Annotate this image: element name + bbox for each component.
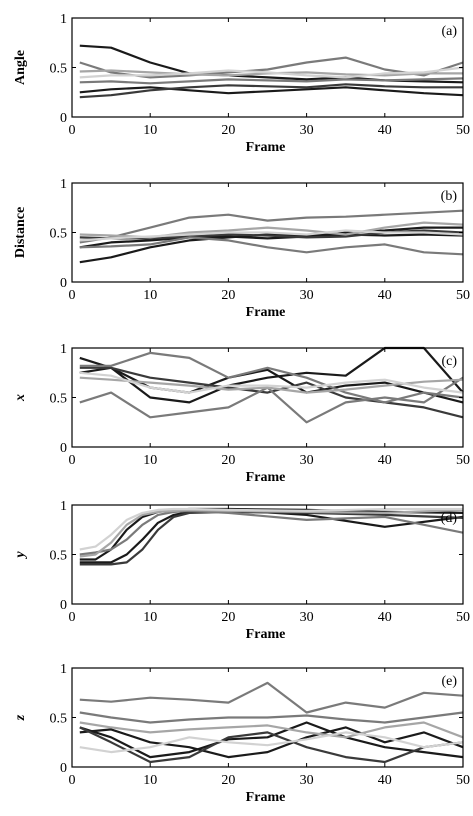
x-tick-label: 20 — [221, 610, 235, 625]
x-tick-label: 0 — [69, 288, 76, 303]
x-tick-label: 10 — [143, 453, 157, 468]
plot-frame — [71, 17, 464, 118]
panel-e: 0 10 20 30 40 50 0 0.5 1 Frame z (e) — [13, 662, 470, 805]
series-line-3 — [79, 721, 464, 759]
series-line-2 — [79, 711, 464, 724]
panel-label: (e) — [441, 674, 457, 689]
series-line-7 — [79, 77, 464, 85]
series-line-6 — [79, 721, 464, 739]
panel-label: (d) — [441, 511, 458, 526]
y-tick-label: 1 — [60, 12, 67, 27]
series-line-7 — [79, 731, 464, 754]
y-tick-label: 0 — [60, 761, 67, 776]
x-tick-label: 50 — [456, 773, 470, 788]
series-line-2 — [79, 233, 464, 249]
series-group — [79, 209, 464, 264]
x-tick-label: 20 — [221, 773, 235, 788]
series-group — [79, 681, 464, 764]
series-line-3 — [79, 510, 464, 566]
x-tick-label: 20 — [221, 288, 235, 303]
x-axis-label: Frame — [246, 305, 286, 320]
y-tick-label: 1 — [60, 177, 67, 192]
y-tick-label: 0 — [60, 111, 67, 126]
panel-label: (c) — [441, 354, 457, 369]
x-tick-label: 10 — [143, 123, 157, 138]
x-tick-label: 30 — [300, 453, 314, 468]
series-line-5 — [79, 726, 464, 764]
series-line-2 — [79, 508, 464, 564]
y-tick-label: 0.5 — [50, 549, 68, 564]
series-line-4 — [79, 209, 464, 244]
x-axis-label: Frame — [246, 470, 286, 485]
panel-d: 0 10 20 30 40 50 0 0.5 1 Frame y (d) — [13, 499, 470, 642]
y-tick-label: 0.5 — [50, 62, 68, 77]
series-line-6 — [79, 66, 464, 79]
panel-a: 0 10 20 30 40 50 0 0.5 1 Frame Angle (a) — [13, 12, 470, 155]
x-tick-label: 10 — [143, 610, 157, 625]
x-tick-label: 30 — [300, 773, 314, 788]
y-axis-label: Angle — [13, 50, 28, 85]
x-tick-label: 20 — [221, 123, 235, 138]
x-tick-label: 40 — [378, 288, 392, 303]
x-tick-label: 0 — [69, 773, 76, 788]
x-tick-label: 20 — [221, 453, 235, 468]
x-tick-label: 40 — [378, 773, 392, 788]
panel-b: 0 10 20 30 40 50 0 0.5 1 Frame Distance (b) — [13, 177, 470, 320]
y-tick-label: 1 — [60, 499, 67, 514]
x-tick-label: 50 — [456, 610, 470, 625]
x-tick-label: 40 — [378, 453, 392, 468]
series-group — [79, 346, 464, 424]
panel-label: (a) — [441, 24, 457, 39]
x-axis-label: Frame — [246, 140, 286, 155]
x-tick-label: 50 — [456, 123, 470, 138]
panel-label: (b) — [441, 189, 458, 204]
x-tick-label: 30 — [300, 123, 314, 138]
x-tick-label: 0 — [69, 453, 76, 468]
series-line-6 — [79, 376, 464, 394]
x-tick-label: 0 — [69, 610, 76, 625]
x-tick-label: 40 — [378, 123, 392, 138]
series-line-2 — [79, 86, 464, 97]
x-axis-label: Frame — [246, 627, 286, 642]
y-axis-label: Distance — [13, 207, 28, 258]
panel-c: 0 10 20 30 40 50 0 0.5 1 Frame x (c) — [13, 342, 470, 485]
x-tick-label: 0 — [69, 123, 76, 138]
x-tick-label: 10 — [143, 288, 157, 303]
y-tick-label: 0 — [60, 276, 67, 291]
series-line-1 — [79, 681, 464, 714]
y-tick-label: 1 — [60, 662, 67, 677]
x-tick-label: 30 — [300, 610, 314, 625]
series-line-3 — [79, 366, 464, 419]
series-line-4 — [79, 509, 464, 556]
series-line-7 — [79, 229, 464, 242]
y-tick-label: 0 — [60, 441, 67, 456]
x-tick-label: 10 — [143, 773, 157, 788]
series-line-6 — [79, 507, 463, 551]
x-axis-label: Frame — [246, 790, 286, 805]
y-axis-label: y — [13, 551, 28, 560]
series-group — [79, 44, 464, 99]
y-tick-label: 0 — [60, 598, 67, 613]
y-axis-label: x — [13, 394, 28, 402]
y-tick-label: 0.5 — [50, 227, 68, 242]
y-tick-label: 0.5 — [50, 712, 68, 727]
x-tick-label: 50 — [456, 453, 470, 468]
series-line-7 — [79, 371, 464, 394]
series-line-5 — [79, 508, 464, 558]
y-axis-label: z — [13, 714, 28, 721]
y-tick-label: 0.5 — [50, 392, 68, 407]
x-tick-label: 50 — [456, 288, 470, 303]
series-group — [79, 507, 464, 566]
series-line-3 — [79, 83, 463, 99]
y-tick-label: 1 — [60, 342, 67, 357]
series-line-4 — [79, 726, 464, 759]
series-line-5 — [79, 351, 464, 404]
series-line-5 — [79, 236, 464, 256]
x-tick-label: 40 — [378, 610, 392, 625]
x-tick-label: 30 — [300, 288, 314, 303]
